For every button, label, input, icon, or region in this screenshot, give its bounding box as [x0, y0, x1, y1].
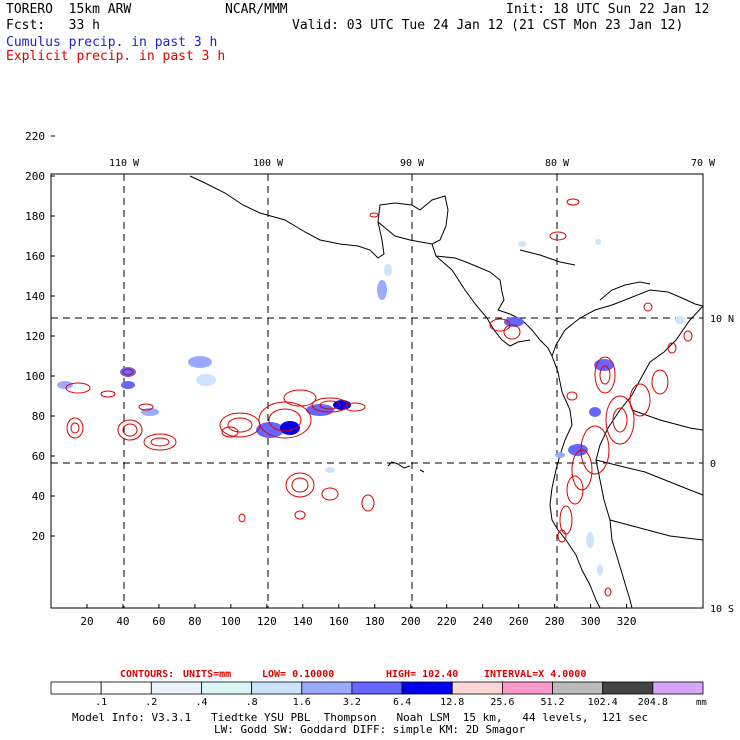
x-tick-label: 20: [80, 615, 93, 628]
y-tick-label: 140: [25, 290, 45, 303]
x-tick-label: 300: [581, 615, 601, 628]
colorbar-swatch: [401, 681, 453, 695]
y-tick-label: 220: [25, 130, 45, 143]
colorbar-label: 1.6: [293, 697, 311, 708]
map-x-tick-labels: 20 40 60 80 100 120 140 160 180 200 220 240 260 280 30…: [80, 604, 636, 628]
graticule: [51, 174, 703, 608]
explicit-precip-contours: [65, 198, 693, 597]
coastlines: [189, 175, 704, 609]
colorbar-swatch: [552, 681, 604, 695]
colorbar-swatch: [150, 681, 202, 695]
explicit-legend: Explicit precip. in past 3 h: [6, 49, 226, 64]
y-tick-label: 180: [25, 210, 45, 223]
colorbar-swatch: [301, 681, 353, 695]
x-tick-label: 220: [437, 615, 457, 628]
colorbar-swatch: [251, 681, 303, 695]
y-tick-label: 60: [32, 450, 45, 463]
contours-interval: INTERVAL=X 4.0000: [484, 669, 586, 680]
y-tick-label: 80: [32, 410, 45, 423]
colorbar-label: 6.4: [393, 697, 411, 708]
x-tick-label: 60: [152, 615, 165, 628]
contours-info: CONTOURS: UNITS=mm LOW= 0.10000 HIGH= 10…: [120, 669, 586, 680]
colorbar-label: 204.8: [638, 697, 668, 708]
colorbar-label: 51.2: [540, 697, 564, 708]
x-tick-label: 120: [257, 615, 277, 628]
colorbar-swatch: [100, 681, 152, 695]
colorbar-swatch: [652, 681, 704, 695]
model-title: TORERO 15km ARW: [6, 2, 132, 17]
lon-label: 80 W: [545, 158, 570, 169]
contours-units: UNITS=mm: [183, 669, 231, 680]
x-tick-label: 320: [617, 615, 637, 628]
init-time: Init: 18 UTC Sun 22 Jan 12: [506, 2, 710, 17]
colorbar-swatch: [351, 681, 403, 695]
lon-label: 70 W: [691, 158, 716, 169]
lon-labels: 110 W 100 W 90 W 80 W 70 W: [109, 158, 716, 169]
forecast-hour: Fcst: 33 h: [6, 18, 100, 33]
x-tick-label: 140: [293, 615, 313, 628]
x-tick-label: 160: [329, 615, 349, 628]
x-tick-label: 240: [473, 615, 493, 628]
lat-labels: 10 N 0 10 S: [710, 314, 734, 615]
contours-title: CONTOURS:: [120, 669, 174, 680]
y-tick-label: 120: [25, 330, 45, 343]
lat-label: 10 S: [710, 604, 734, 615]
x-tick-label: 200: [401, 615, 421, 628]
map-y-tick-labels: 20 40 60 80 100 120 140 160 180 200 220: [25, 130, 55, 543]
model-info: Model Info: V3.3.1 Tiedtke YSU PBL Thomp…: [72, 711, 649, 724]
contours-high: HIGH= 102.40: [386, 669, 458, 680]
physics-info: LW: Godd SW: Goddard DIFF: simple KM: 2D…: [214, 723, 526, 736]
colorbar-label: 3.2: [343, 697, 361, 708]
cumulus-legend: Cumulus precip. in past 3 h: [6, 35, 218, 50]
x-tick-label: 280: [545, 615, 565, 628]
colorbar-label: 25.6: [490, 697, 514, 708]
contours-low: LOW= 0.10000: [262, 669, 334, 680]
valid-time: Valid: 03 UTC Tue 24 Jan 12 (21 CST Mon …: [292, 18, 684, 33]
organization-label: NCAR/MMM: [225, 2, 288, 17]
colorbar-swatch: [201, 681, 253, 695]
y-tick-label: 100: [25, 370, 45, 383]
x-tick-label: 180: [365, 615, 385, 628]
colorbar-label: .1: [95, 697, 107, 708]
y-tick-label: 160: [25, 250, 45, 263]
x-tick-label: 80: [188, 615, 201, 628]
x-tick-label: 40: [116, 615, 129, 628]
lat-label: 10 N: [710, 314, 734, 325]
x-tick-label: 260: [509, 615, 529, 628]
y-tick-label: 20: [32, 530, 45, 543]
colorbar-label: .8: [246, 697, 258, 708]
colorbar: .1 .2 .4 .8 1.6 3.2 6.4 12.8 25.6 51.2 102.4 204.8: [50, 681, 704, 708]
colorbar-swatch: [602, 681, 654, 695]
x-tick-label: 100: [221, 615, 241, 628]
lon-label: 110 W: [109, 158, 140, 169]
colorbar-swatch: [501, 681, 553, 695]
map-frame: [50, 173, 704, 609]
lat-label: 0: [710, 459, 716, 470]
colorbar-label: 12.8: [440, 697, 464, 708]
colorbar-label: 102.4: [588, 697, 618, 708]
colorbar-swatch: [50, 681, 102, 695]
y-tick-label: 40: [32, 490, 45, 503]
lon-label: 90 W: [400, 158, 425, 169]
colorbar-swatch: [451, 681, 503, 695]
cumulus-precip-areas: [57, 239, 685, 576]
colorbar-label: .4: [195, 697, 207, 708]
y-tick-label: 200: [25, 170, 45, 183]
lon-label: 100 W: [253, 158, 284, 169]
colorbar-label: .2: [145, 697, 157, 708]
colorbar-unit: mm: [696, 698, 707, 708]
